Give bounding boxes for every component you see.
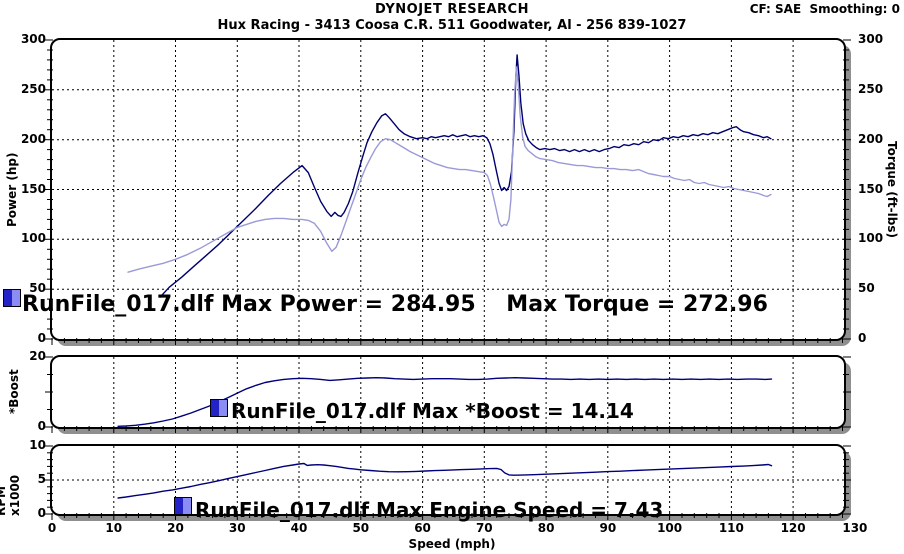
speed-axis-label: Speed (mph) bbox=[408, 537, 496, 551]
boost-axis-label: *Boost bbox=[7, 369, 21, 415]
speed-tick-label: 20 bbox=[167, 521, 184, 535]
torque-tick-label: 200 bbox=[858, 131, 884, 146]
boost-tick-label: 20 bbox=[29, 349, 46, 363]
power-tick-label: 0 bbox=[37, 331, 46, 345]
torque-tick-label: 50 bbox=[858, 281, 875, 296]
power-tick-label: 250 bbox=[20, 81, 46, 96]
rpm-tick-label: 5 bbox=[37, 472, 46, 486]
speed-tick-label: 40 bbox=[290, 521, 308, 535]
page-title: DYNOJET RESEARCH bbox=[375, 2, 529, 17]
speed-tick-label: 60 bbox=[414, 521, 431, 535]
speed-tick-label: 90 bbox=[599, 521, 617, 535]
speed-tick-label: 110 bbox=[718, 521, 744, 535]
speed-tick-label: 30 bbox=[228, 521, 246, 535]
power-tick-label: 50 bbox=[29, 281, 46, 296]
torque-tick-label: 150 bbox=[858, 181, 884, 196]
speed-tick-label: 10 bbox=[105, 521, 123, 535]
torque-tick-label: 100 bbox=[858, 231, 884, 246]
runfile-legend-marker-boost bbox=[210, 399, 228, 417]
power-tick-label: 100 bbox=[20, 231, 46, 246]
correction-factor-label: CF: SAE Smoothing: 0 bbox=[749, 2, 900, 16]
max-power-torque-annotation: RunFile_017.dlf Max Power = 284.95 Max T… bbox=[22, 292, 768, 317]
runfile-legend-marker-main bbox=[3, 289, 21, 307]
power-tick-label: 300 bbox=[20, 32, 46, 46]
speed-tick-label: 50 bbox=[352, 521, 370, 535]
speed-tick-label: 70 bbox=[475, 521, 493, 535]
rpm-tick-label: 0 bbox=[37, 506, 46, 520]
boost-plot bbox=[45, 356, 851, 433]
speed-tick-label: 100 bbox=[657, 521, 683, 535]
speed-tick-label: 80 bbox=[537, 521, 555, 535]
max-engine-speed-annotation: RunFile_017.dlf Max Engine Speed = 7.43 bbox=[195, 498, 664, 522]
runfile-legend-marker-rpm bbox=[174, 497, 192, 515]
power-tick-label: 150 bbox=[20, 181, 46, 196]
speed-tick-label: 120 bbox=[780, 521, 806, 535]
shop-address-line: Hux Racing - 3413 Coosa C.R. 511 Goodwat… bbox=[217, 18, 687, 33]
torque-axis-label: Torque (ft-lbs) bbox=[885, 141, 899, 238]
boost-panel bbox=[50, 355, 846, 429]
torque-tick-label: 300 bbox=[858, 32, 884, 46]
power-tick-label: 200 bbox=[20, 131, 46, 146]
max-boost-annotation: RunFile_017.dlf Max *Boost = 14.14 bbox=[231, 399, 634, 423]
rpm-tick-label: 10 bbox=[29, 438, 46, 452]
power-torque-plot bbox=[45, 39, 851, 345]
boost-tick-label: 0 bbox=[37, 419, 46, 433]
torque-tick-label: 0 bbox=[858, 331, 867, 345]
torque-tick-label: 250 bbox=[858, 81, 884, 96]
rpm-plot bbox=[45, 445, 851, 520]
speed-tick-label: 0 bbox=[47, 521, 57, 535]
speed-tick-label: 130 bbox=[842, 521, 868, 535]
